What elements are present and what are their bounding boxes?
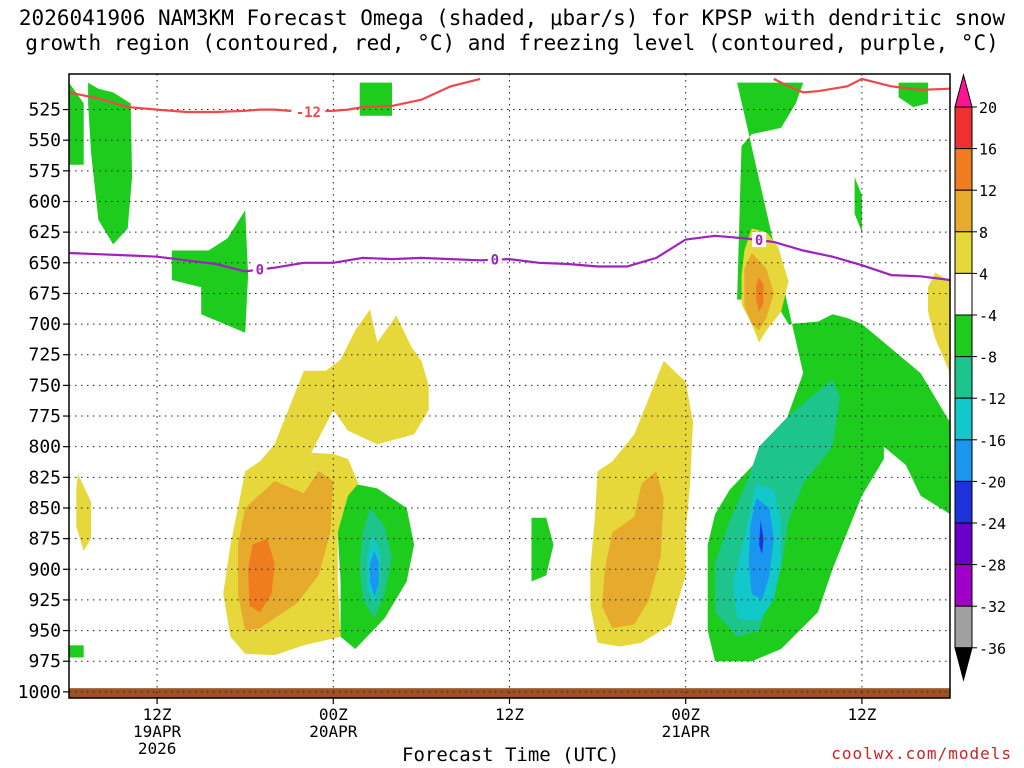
y-tick-label-525: 525: [28, 100, 61, 121]
omega-region-9: [69, 645, 84, 658]
colorbar-segment-8: [954, 439, 973, 482]
colorbar-top-arrow: [954, 73, 973, 108]
chart-title-line-1: 2026041906 NAM3KM Forecast Omega (shaded…: [18, 6, 1006, 30]
y-tick-label-875: 875: [28, 529, 61, 550]
omega-region-18: [248, 538, 275, 613]
y-tick-label-925: 925: [28, 590, 61, 611]
y-tick-label-775: 775: [28, 406, 61, 427]
colorbar-segment-1: [954, 148, 973, 191]
colorbar-label-12: 12: [979, 182, 997, 200]
colorbar-label--12: -12: [979, 390, 1006, 408]
x-tick-label-18-1: 20APR: [309, 722, 358, 741]
colorbar-segment-10: [954, 522, 973, 566]
colorbar-label-4: 4: [979, 265, 988, 283]
isoline-label-bg: [252, 261, 267, 277]
y-tick-label-575: 575: [28, 161, 61, 182]
y-tick-label-850: 850: [28, 498, 61, 519]
colorbar-segment-11: [954, 564, 973, 607]
chart-title-line-2: growth region (contoured, red, °C) and f…: [25, 31, 999, 55]
isoline--12-0: [69, 77, 481, 114]
y-tick-label-675: 675: [28, 283, 61, 304]
y-tick-label-700: 700: [28, 314, 61, 335]
colorbar-segment-5: [954, 314, 973, 358]
y-tick-label-550: 550: [28, 130, 61, 151]
x-tick-label-18-0: 00Z: [319, 705, 348, 724]
isoline-label-0: 0: [256, 263, 264, 279]
omega-region-24: [370, 550, 379, 597]
isoline-label-0: 0: [755, 233, 763, 249]
x-axis-title: Forecast Time (UTC): [402, 744, 620, 766]
x-tick-label-6-0: 12Z: [143, 705, 172, 724]
y-tick-label-625: 625: [28, 222, 61, 243]
isoline-label-0: 0: [491, 253, 499, 269]
omega-region-5: [854, 177, 862, 233]
x-tick-label-6-2: 2026: [138, 739, 177, 758]
colorbar-label-16: 16: [979, 141, 997, 159]
omega-region-0: [69, 82, 84, 165]
y-tick-label-725: 725: [28, 345, 61, 366]
colorbar-segment-9: [954, 480, 973, 524]
omega-region-6: [898, 82, 928, 108]
colorbar-label--8: -8: [979, 349, 997, 367]
y-tick-label-825: 825: [28, 467, 61, 488]
x-tick-label-6-1: 19APR: [133, 722, 182, 741]
colorbar-segment-0: [954, 106, 973, 150]
y-tick-label-600: 600: [28, 191, 61, 212]
colorbar-segment-3: [954, 231, 973, 274]
x-tick-label-54-0: 12Z: [847, 705, 876, 724]
omega-region-12: [928, 272, 950, 374]
colorbar-label--16: -16: [979, 432, 1006, 450]
y-tick-label-750: 750: [28, 375, 61, 396]
isoline--12-1: [773, 77, 950, 94]
colorbar-label-8: 8: [979, 224, 988, 242]
omega-region-19: [756, 277, 764, 312]
colorbar-label--20: -20: [979, 473, 1006, 491]
x-tick-label-30-0: 12Z: [495, 705, 524, 724]
colorbar-label--36: -36: [979, 640, 1006, 658]
omega-region-1: [88, 82, 133, 245]
y-tick-label-1000: 1000: [18, 682, 61, 703]
isoline-label-bg: [487, 251, 502, 267]
colorbar-label--24: -24: [979, 515, 1006, 533]
x-tick-label-42-0: 00Z: [671, 705, 700, 724]
colorbar-segment-6: [954, 356, 973, 399]
omega-region-8: [531, 517, 554, 582]
y-tick-label-950: 950: [28, 621, 61, 642]
colorbar-bottom-arrow: [954, 647, 973, 682]
colorbar-label-20: 20: [979, 99, 997, 117]
colorbar-segment-2: [954, 189, 973, 233]
colorbar-segment-4: [954, 272, 973, 316]
isoline-label-bg: [291, 103, 326, 119]
colorbar-segment-12: [954, 605, 973, 649]
colorbar-segment-7: [954, 397, 973, 441]
colorbar-label--32: -32: [979, 598, 1006, 616]
isoline-label-bg: [752, 232, 767, 248]
y-tick-label-650: 650: [28, 253, 61, 274]
colorbar-label--4: -4: [979, 307, 997, 325]
y-tick-label-975: 975: [28, 651, 61, 672]
source-credit: coolwx.com/models: [831, 744, 1012, 763]
isoline-0-2: [69, 234, 950, 282]
omega-region-26: [759, 520, 764, 555]
x-tick-label-42-1: 21APR: [662, 722, 711, 741]
isoline-label--12: -12: [296, 105, 321, 121]
omega-region-14: [76, 473, 91, 551]
omega-region-3: [359, 82, 392, 116]
omega-region-2: [171, 210, 249, 333]
y-tick-label-800: 800: [28, 437, 61, 458]
omega-region-16: [602, 471, 664, 629]
y-tick-label-900: 900: [28, 559, 61, 580]
colorbar-label--28: -28: [979, 557, 1006, 575]
